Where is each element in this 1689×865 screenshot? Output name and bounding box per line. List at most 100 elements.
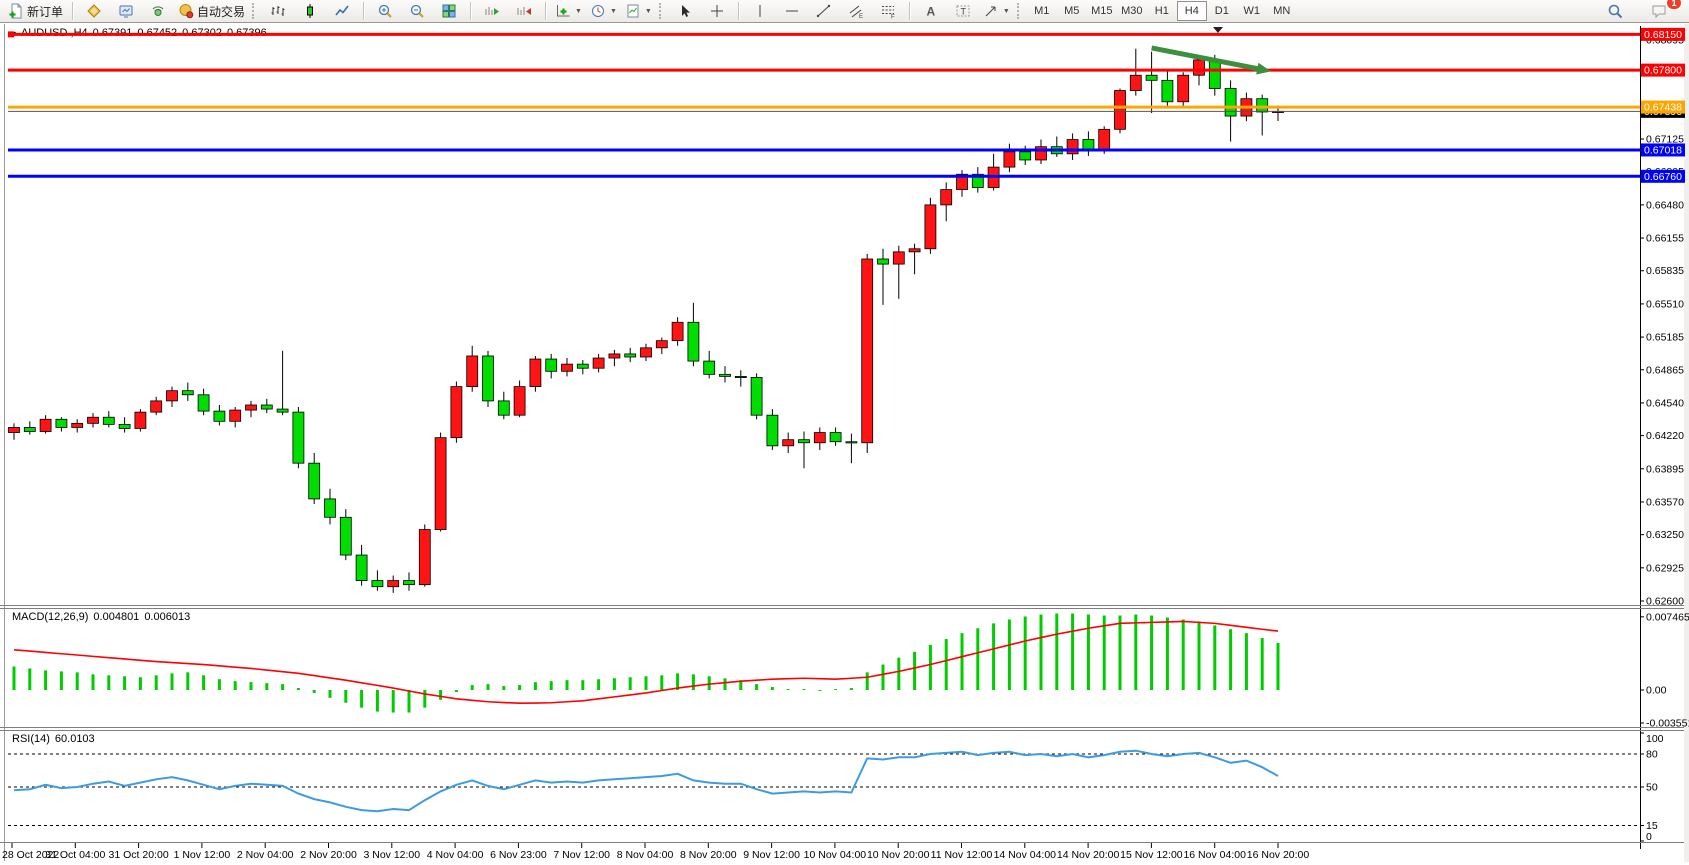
- svg-text:31 Oct 04:00: 31 Oct 04:00: [45, 849, 105, 861]
- chat-bubble-icon: [1652, 5, 1666, 19]
- arrows-tool-button[interactable]: ▼: [979, 0, 1014, 22]
- autotrading-button[interactable]: 自动交易: [174, 0, 249, 22]
- new-order-icon: [9, 3, 22, 19]
- macd-signal-line: [13, 620, 1279, 705]
- fibonacci-tool-button[interactable]: F: [872, 0, 904, 22]
- text-label-tool-button[interactable]: T: [947, 0, 979, 22]
- trendline-tool-button[interactable]: [808, 0, 840, 22]
- zoom-out-button[interactable]: [401, 0, 433, 22]
- diamond-icon: [87, 4, 101, 18]
- templates-button[interactable]: ▼: [621, 0, 656, 22]
- chevron-down-icon: ▼: [609, 7, 617, 15]
- chart-symbol-period: AUDUSD ,H4: [21, 27, 88, 39]
- svg-text:0.68095: 0.68095: [1646, 35, 1684, 47]
- tf-m1-button[interactable]: M1: [1034, 5, 1050, 17]
- search-button[interactable]: [1599, 0, 1631, 22]
- signal-icon: [152, 6, 164, 16]
- svg-text:8 Nov 20:00: 8 Nov 20:00: [680, 849, 737, 861]
- svg-text:0.67770: 0.67770: [1646, 68, 1684, 80]
- chart-shift-icon: [517, 7, 532, 15]
- svg-text:0.63570: 0.63570: [1646, 496, 1684, 508]
- tf-h4-button[interactable]: H4: [1176, 1, 1207, 21]
- svg-text:A: A: [926, 5, 935, 19]
- svg-text:3 Nov 12:00: 3 Nov 12:00: [363, 849, 420, 861]
- search-icon: [1608, 4, 1623, 19]
- crosshair-tool-button[interactable]: [701, 0, 733, 22]
- macd-indicator-label: MACD(12,26,9) 0.004801 0.006013: [12, 611, 195, 623]
- ohlc-close: 0.67396: [226, 27, 267, 39]
- vertical-line-tool-button[interactable]: [744, 0, 776, 22]
- tf-d1-button[interactable]: D1: [1214, 5, 1229, 17]
- metaeditor-button[interactable]: [78, 0, 110, 22]
- macd-name: MACD(12,26,9): [12, 611, 89, 623]
- chevron-down-icon: ▼: [575, 7, 582, 15]
- template-icon: [627, 4, 639, 18]
- svg-text:50: 50: [1646, 782, 1658, 794]
- bar-chart-button[interactable]: [262, 0, 294, 22]
- autotrading-icon: [179, 4, 194, 19]
- candlestick-icon: [307, 4, 314, 18]
- horizontal-line-tool-button[interactable]: [776, 0, 808, 22]
- svg-text:T: T: [960, 7, 966, 17]
- zoom-in-icon: [378, 4, 392, 18]
- svg-text:0.65510: 0.65510: [1646, 298, 1684, 310]
- svg-text:11 Nov 12:00: 11 Nov 12:00: [931, 849, 993, 861]
- notifications-button[interactable]: 1: [1643, 0, 1682, 22]
- tf-h1-button[interactable]: H1: [1154, 5, 1169, 17]
- candlestick-chart-button[interactable]: [294, 0, 326, 22]
- indicators-button[interactable]: ▼: [551, 0, 586, 22]
- text-tool-button[interactable]: A: [915, 0, 947, 22]
- chart-window-icon: [119, 5, 133, 18]
- svg-text:E: E: [859, 14, 863, 19]
- shift-marker-icon[interactable]: [1213, 27, 1223, 33]
- chart-menu-icon[interactable]: ▾: [12, 29, 17, 38]
- chevron-down-icon: ▼: [1002, 7, 1010, 15]
- svg-text:10 Nov 20:00: 10 Nov 20:00: [867, 849, 930, 861]
- crosshair-icon: [710, 5, 723, 17]
- ohlc-low: 0.67302: [182, 27, 222, 39]
- cursor-tool-button[interactable]: [669, 0, 701, 22]
- tile-windows-button[interactable]: [433, 0, 465, 22]
- svg-text:0.67018: 0.67018: [1644, 144, 1682, 156]
- svg-text:0.66155: 0.66155: [1646, 233, 1684, 245]
- ohlc-high: 0.67452: [137, 27, 178, 39]
- new-order-button[interactable]: 新订单: [4, 0, 67, 22]
- channel-tool-button[interactable]: E: [840, 0, 872, 22]
- tf-w1-button[interactable]: W1: [1243, 5, 1261, 17]
- tf-m15-button[interactable]: M15: [1091, 5, 1113, 17]
- toolbar-grip[interactable]: [1016, 3, 1022, 19]
- line-chart-icon: [335, 5, 349, 16]
- separator: [363, 2, 365, 20]
- horizontal-line-icon: [785, 10, 798, 12]
- toolbar-grip[interactable]: [658, 3, 664, 19]
- tf-m30-button[interactable]: M30: [1121, 5, 1143, 17]
- market-signal-button[interactable]: [142, 0, 174, 22]
- svg-text:100: 100: [1646, 733, 1664, 745]
- auto-scroll-button[interactable]: [476, 0, 508, 22]
- svg-text:0.66480: 0.66480: [1646, 199, 1684, 211]
- chart-window-button[interactable]: [110, 0, 142, 22]
- clock-icon: [591, 5, 604, 17]
- macd-main-value: 0.004801: [93, 611, 140, 623]
- candles: [8, 48, 1284, 593]
- svg-text:0.64540: 0.64540: [1646, 397, 1684, 409]
- svg-text:-0.003551: -0.003551: [1646, 718, 1689, 730]
- tf-mn-button[interactable]: MN: [1273, 5, 1291, 17]
- text-icon: A: [926, 5, 935, 19]
- tf-m5-button[interactable]: M5: [1064, 5, 1080, 17]
- zoom-in-button[interactable]: [369, 0, 401, 22]
- svg-text:0.67800: 0.67800: [1644, 65, 1682, 77]
- toolbar-grip[interactable]: [252, 3, 257, 19]
- trend-arrow[interactable]: [1151, 45, 1263, 73]
- svg-text:31 Oct 20:00: 31 Oct 20:00: [109, 849, 169, 861]
- chart-shift-button[interactable]: [508, 0, 540, 22]
- macd-signal-value: 0.006013: [144, 611, 191, 623]
- line-chart-button[interactable]: [326, 0, 358, 22]
- separator: [545, 2, 547, 20]
- fibonacci-icon: F: [881, 6, 895, 19]
- periods-button[interactable]: ▼: [586, 0, 621, 22]
- svg-text:80: 80: [1646, 749, 1658, 761]
- svg-text:10 Nov 04:00: 10 Nov 04:00: [804, 849, 867, 861]
- svg-text:16 Nov 04:00: 16 Nov 04:00: [1183, 849, 1246, 861]
